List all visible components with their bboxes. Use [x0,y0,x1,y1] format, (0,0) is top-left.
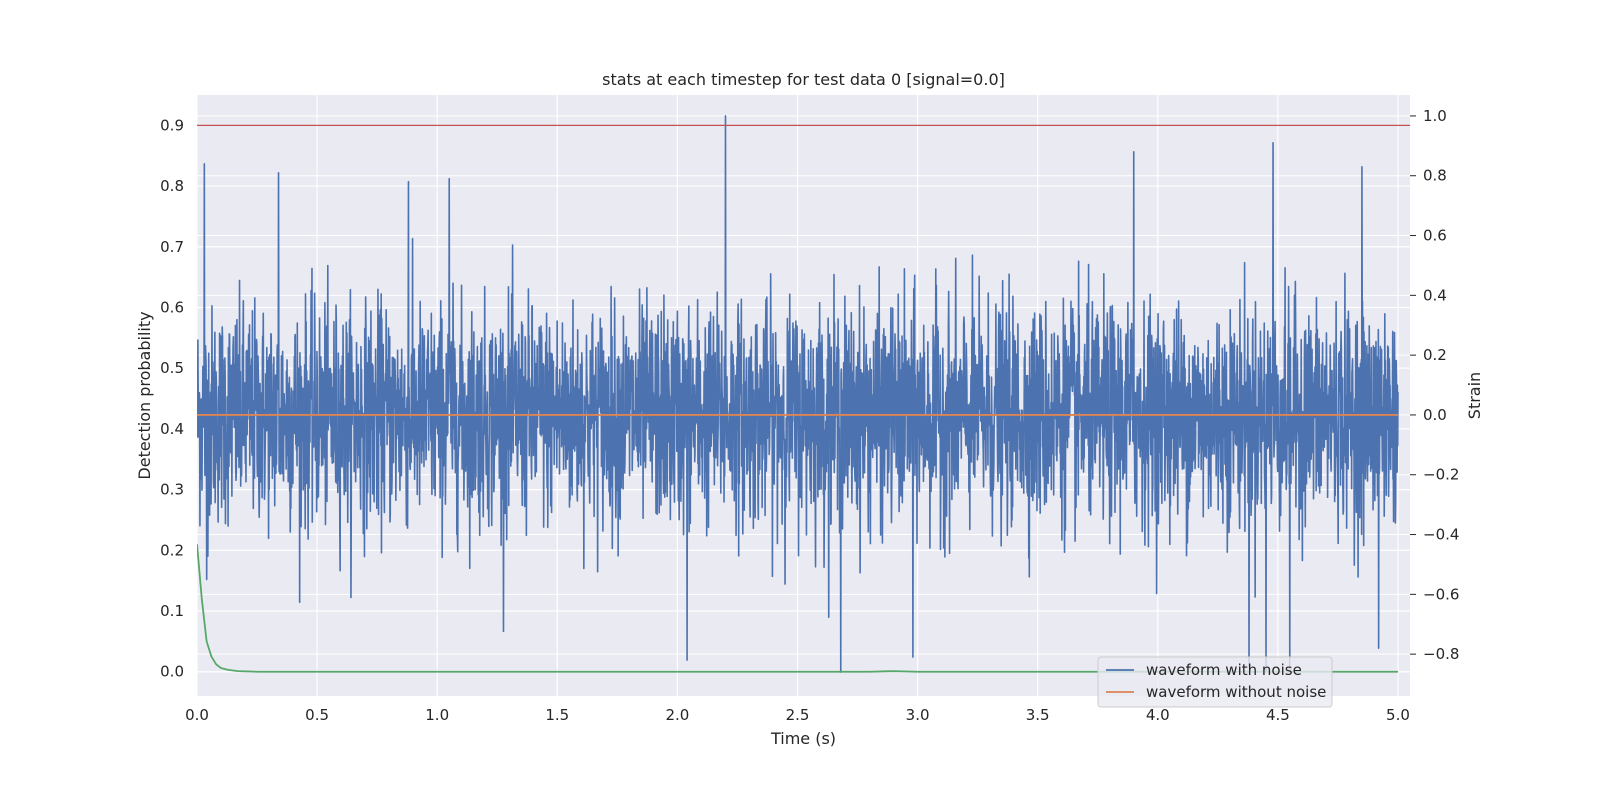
y-tick-label-right: 0.8 [1423,167,1447,185]
legend-label-waveform-without-noise: waveform without noise [1146,683,1326,701]
y-tick-label-left: 0.2 [160,541,184,559]
y-tick-label-left: 0.6 [160,298,184,316]
y-tick-label-left: 0.1 [160,602,184,620]
series-line-detection-probability [197,544,1398,673]
x-tick-label: 2.5 [786,706,810,724]
y-tick-label-left: 0.9 [160,116,184,134]
x-tick-label: 3.5 [1026,706,1050,724]
x-tick-label: 2.0 [665,706,689,724]
y-axis-label-right: Strain [1465,372,1484,419]
x-tick-label: 1.5 [545,706,569,724]
y-tick-label-left: 0.7 [160,238,184,256]
legend-box [1097,656,1333,708]
y-tick-label-left: 0.4 [160,420,184,438]
y-tick-label-right: 0.6 [1423,227,1447,245]
x-tick-label: 4.5 [1266,706,1290,724]
y-axis-label-left: Detection probability [135,311,154,479]
legend-label-waveform-with-noise: waveform with noise [1146,661,1302,679]
y-tick-label-right: 0.4 [1423,286,1447,304]
y-tick-label-left: 0.0 [160,663,184,681]
x-tick-label: 0.5 [305,706,329,724]
x-tick-label: 3.0 [906,706,930,724]
y-tick-label-right: 1.0 [1423,107,1447,125]
x-tick-label: 1.0 [425,706,449,724]
y-tick-label-left: 0.5 [160,359,184,377]
x-tick-label: 5.0 [1386,706,1410,724]
y-tick-label-right: −0.2 [1423,466,1459,484]
legend: waveform with noise waveform without noi… [1097,656,1333,708]
series-line-waveform-with-noise [197,115,1399,673]
y-tick-label-right: 0.0 [1423,406,1447,424]
y-tick-label-right: −0.4 [1423,526,1459,544]
x-tick-label: 0.0 [185,706,209,724]
chart-title: stats at each timestep for test data 0 [… [602,70,1005,89]
x-axis-label: Time (s) [770,729,836,748]
y-tick-label-right: −0.6 [1423,585,1459,603]
y-tick-label-left: 0.8 [160,177,184,195]
y-tick-label-left: 0.3 [160,481,184,499]
series-layer [197,115,1410,673]
y-tick-label-right: 0.2 [1423,346,1447,364]
y-tick-label-right: −0.8 [1423,645,1459,663]
ticks-layer: 0.0 0.5 1.0 1.5 2.0 2.5 3.0 3.5 4.0 4.5 5.0 0.0 0.1 0… [160,107,1459,724]
x-tick-label: 4.0 [1146,706,1170,724]
